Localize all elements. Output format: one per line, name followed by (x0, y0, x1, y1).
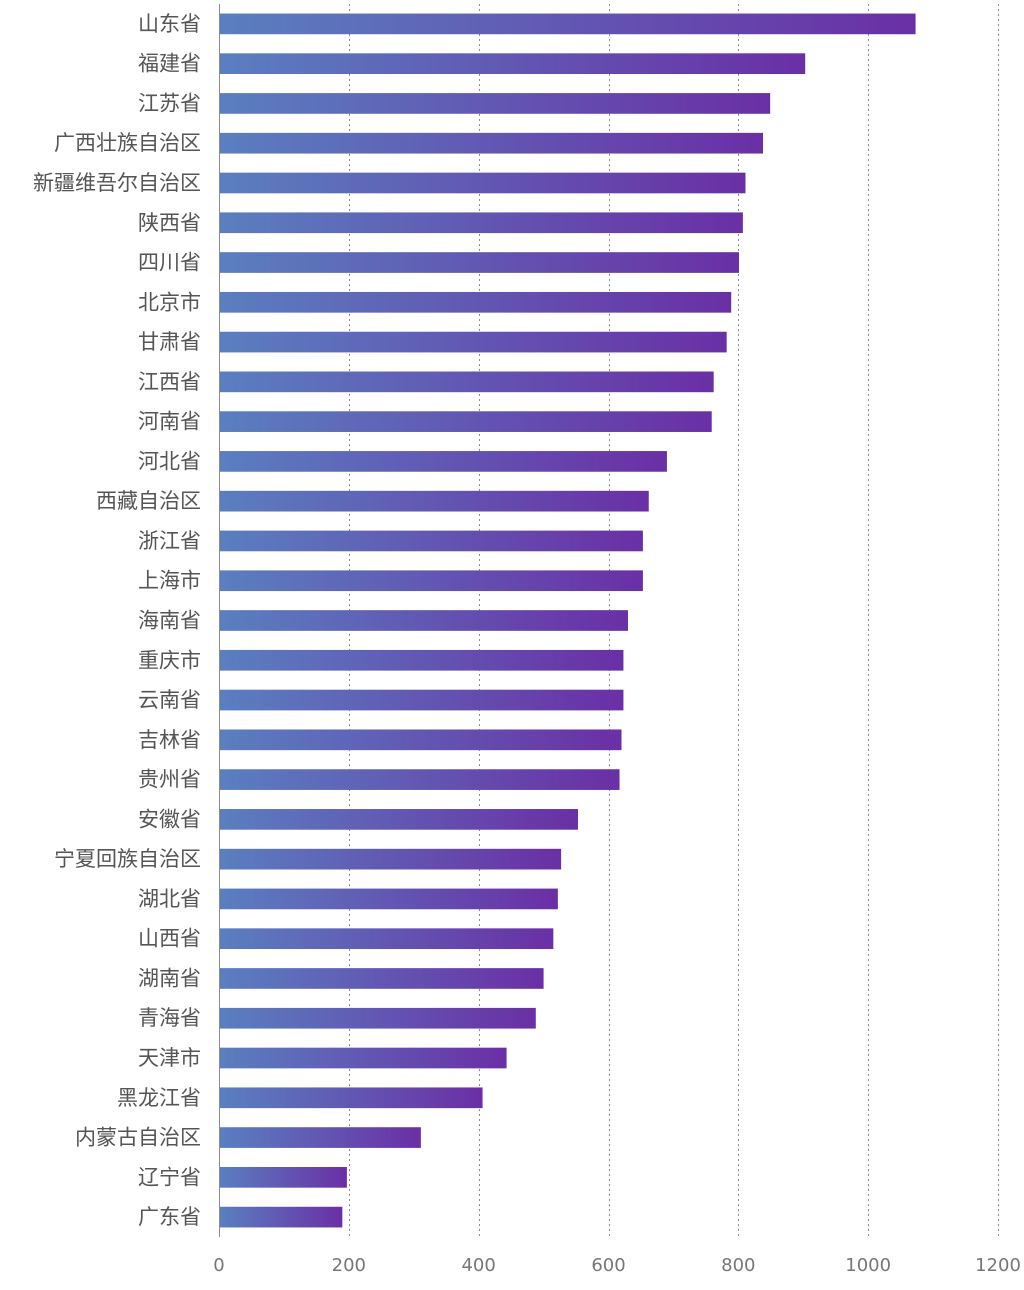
bar-20 (220, 769, 620, 790)
bar-19 (220, 729, 622, 751)
category-label: 湖南省 (138, 966, 201, 990)
bar-4 (220, 132, 764, 154)
bars (220, 13, 916, 1228)
category-label: 江苏省 (138, 91, 201, 115)
category-label: 上海市 (138, 569, 201, 593)
bar-14 (220, 530, 643, 552)
category-label: 浙江省 (138, 529, 201, 553)
bar-2 (220, 53, 806, 75)
category-label: 西藏自治区 (96, 489, 201, 513)
category-label: 辽宁省 (138, 1165, 201, 1189)
category-label: 四川省 (138, 251, 201, 275)
category-label: 广西壮族自治区 (54, 131, 201, 155)
category-label: 贵州省 (138, 768, 201, 792)
x-tick-label: 200 (332, 1255, 366, 1276)
bar-11 (220, 411, 712, 432)
x-tick-label: 1200 (975, 1255, 1021, 1276)
category-label: 北京市 (138, 290, 201, 314)
bar-23 (220, 888, 558, 910)
x-tick-label: 1000 (845, 1255, 891, 1276)
bar-10 (220, 371, 714, 393)
bar-30 (220, 1166, 347, 1188)
category-label: 天津市 (138, 1046, 201, 1070)
category-label: 河南省 (138, 410, 201, 434)
category-label: 重庆市 (138, 648, 201, 672)
bar-12 (220, 451, 667, 472)
bar-16 (220, 610, 628, 631)
category-label: 广东省 (138, 1205, 201, 1229)
bar-6 (220, 212, 743, 234)
bar-27 (220, 1047, 507, 1069)
category-label: 山东省 (138, 12, 201, 36)
category-label: 内蒙古自治区 (75, 1126, 201, 1150)
bar-3 (220, 93, 771, 114)
bar-5 (220, 172, 746, 194)
bar-31 (220, 1206, 343, 1228)
x-tick-label: 0 (213, 1255, 224, 1276)
x-tick-label: 800 (721, 1255, 755, 1276)
category-labels: 山东省福建省江苏省广西壮族自治区新疆维吾尔自治区陕西省四川省北京市甘肃省江西省河… (33, 12, 201, 1229)
category-label: 新疆维吾尔自治区 (33, 171, 201, 195)
category-label: 吉林省 (138, 728, 201, 752)
category-label: 甘肃省 (138, 330, 201, 354)
bar-21 (220, 809, 578, 830)
category-label: 江西省 (138, 370, 201, 394)
x-axis-tick-labels: 0 200 400 600 800 1000 1200 (213, 1255, 1021, 1276)
bar-13 (220, 490, 649, 512)
x-tick-label: 400 (461, 1255, 495, 1276)
category-label: 山西省 (138, 927, 201, 951)
bar-29 (220, 1127, 421, 1148)
category-label: 陕西省 (138, 211, 201, 235)
category-label: 云南省 (138, 688, 201, 712)
category-label: 海南省 (138, 609, 201, 633)
bar-25 (220, 968, 544, 989)
bar-15 (220, 570, 643, 592)
bar-22 (220, 848, 562, 870)
bar-18 (220, 689, 624, 711)
bar-8 (220, 291, 732, 313)
category-label: 福建省 (138, 52, 201, 76)
category-label: 青海省 (138, 1006, 201, 1030)
bar-26 (220, 1007, 536, 1029)
bar-9 (220, 331, 727, 353)
bar-1 (220, 13, 916, 35)
category-label: 宁夏回族自治区 (54, 847, 201, 871)
bar-24 (220, 928, 554, 950)
category-label: 安徽省 (138, 807, 201, 831)
category-label: 湖北省 (138, 887, 201, 911)
bar-17 (220, 649, 624, 671)
bar-28 (220, 1087, 483, 1109)
x-tick-label: 600 (591, 1255, 625, 1276)
category-label: 黑龙江省 (117, 1086, 201, 1110)
bar-7 (220, 252, 739, 273)
category-label: 河北省 (138, 449, 201, 473)
